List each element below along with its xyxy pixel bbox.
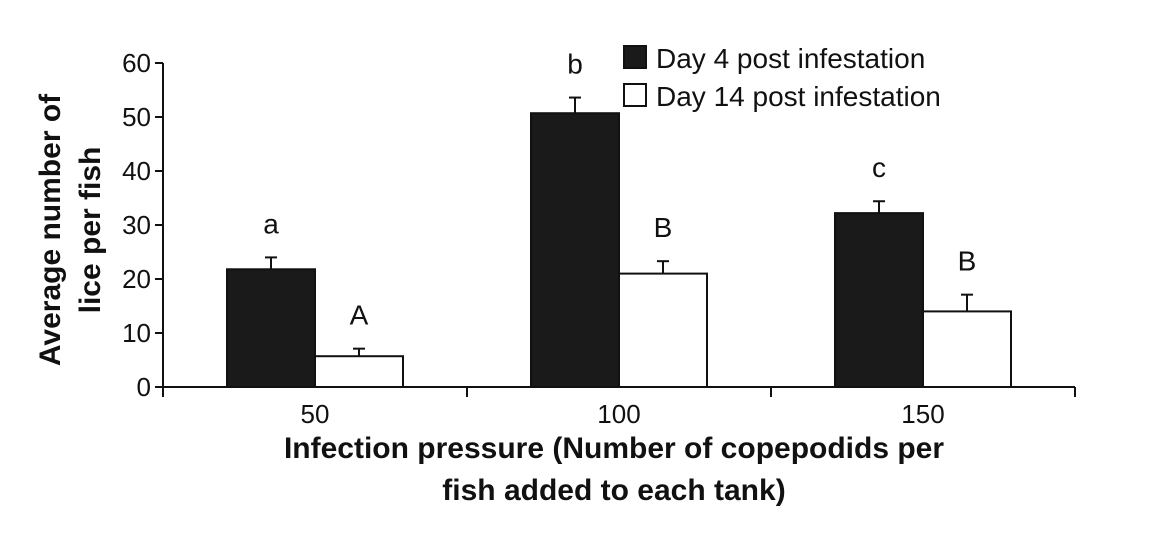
legend-label-day14: Day 14 post infestation xyxy=(656,81,941,112)
bar xyxy=(618,272,708,389)
x-ticks: 50 100 150 xyxy=(162,387,1076,429)
significance-label: B xyxy=(958,246,977,277)
bars-layer xyxy=(226,112,1012,389)
legend-swatch-day14 xyxy=(623,83,647,107)
legend-swatch-day4 xyxy=(623,45,647,69)
significance-label: a xyxy=(263,208,279,239)
significance-label: A xyxy=(350,300,369,331)
legend: Day 4 post infestation Day 14 post infes… xyxy=(623,43,941,112)
bar xyxy=(226,268,316,388)
x-tick-label: 50 xyxy=(301,399,330,429)
x-tick-label: 150 xyxy=(901,399,944,429)
significance-label: b xyxy=(567,49,583,80)
y-axis-title-line-2: lice per fish xyxy=(74,147,107,314)
y-tick-label: 50 xyxy=(122,102,151,132)
y-tick-label: 10 xyxy=(122,318,151,348)
y-tick-label: 20 xyxy=(122,264,151,294)
y-axis-title-line-1: Average number of xyxy=(34,93,67,366)
bar xyxy=(530,112,620,388)
significance-labels-layer: a Ab Bc B xyxy=(263,49,976,331)
bar xyxy=(834,212,924,388)
significance-label: B xyxy=(654,212,673,243)
x-axis-title-line-2: fish added to each tank) xyxy=(442,474,785,507)
y-tick-label: 60 xyxy=(122,48,151,78)
bar xyxy=(314,355,404,389)
x-tick-label: 100 xyxy=(597,399,640,429)
x-axis-title-line-1: Infection pressure (Number of copepodids… xyxy=(284,432,944,465)
error-bars-layer xyxy=(265,96,973,357)
y-tick-label: 40 xyxy=(122,156,151,186)
y-ticks: 0 10 20 30 40 50 60 xyxy=(122,48,163,402)
y-tick-label: 30 xyxy=(122,210,151,240)
significance-label: c xyxy=(872,152,886,183)
legend-label-day4: Day 4 post infestation xyxy=(656,43,925,74)
bar xyxy=(922,310,1012,388)
y-tick-label: 0 xyxy=(137,372,151,402)
